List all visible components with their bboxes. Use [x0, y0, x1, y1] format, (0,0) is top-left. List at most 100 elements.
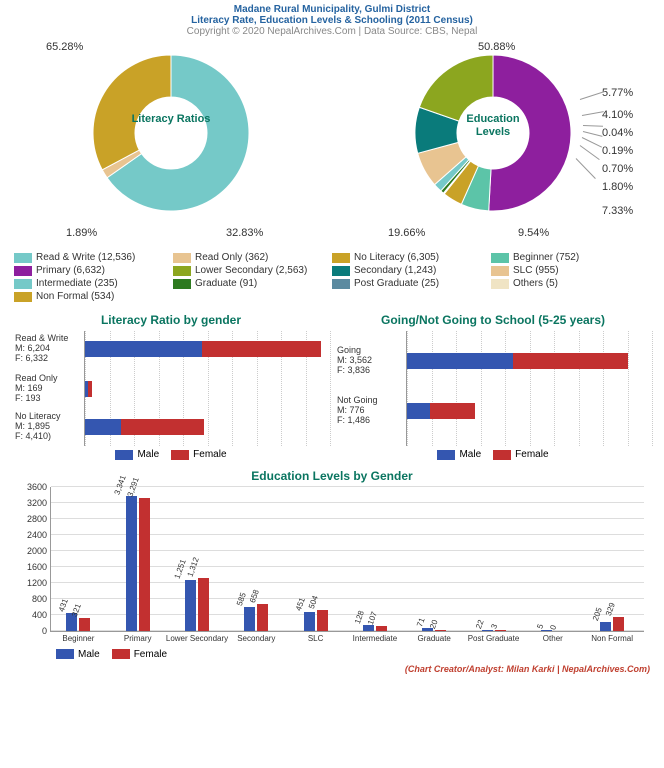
- pct-label: 1.89%: [66, 227, 97, 239]
- y-tick: 2400: [27, 530, 51, 540]
- legend-label: Male: [137, 449, 159, 460]
- vbar-xlabel: Other: [543, 631, 563, 643]
- vbar-group: 128107Intermediate: [363, 625, 387, 630]
- hbar1-title: Literacy Ratio by gender: [12, 313, 330, 327]
- vbar-value: 451: [294, 597, 307, 613]
- hbar-female-seg: [121, 419, 204, 435]
- legend-label: Male: [459, 449, 481, 460]
- donut1-center-label: Literacy Ratios: [126, 113, 216, 126]
- legend-swatch: [173, 266, 191, 276]
- vbar-female: 3,291: [139, 498, 150, 631]
- vbar-male: 585: [244, 607, 255, 631]
- legend-label: Read Only (362): [195, 252, 268, 263]
- hbar-female-seg: [513, 353, 628, 369]
- legend-label: Secondary (1,243): [354, 265, 436, 276]
- vbar-area: 0400800120016002000240028003200360043132…: [50, 487, 644, 632]
- y-tick: 0: [42, 626, 51, 636]
- legend-swatch: [173, 279, 191, 289]
- legend-label: Female: [134, 649, 167, 660]
- legend-swatch: [14, 266, 32, 276]
- mini-legend-item: Female: [493, 449, 548, 460]
- legend-swatch: [491, 266, 509, 276]
- vbar-value: 585: [235, 591, 248, 607]
- legend-label: Primary (6,632): [36, 265, 105, 276]
- legend-label: SLC (955): [513, 265, 559, 276]
- pct-label: 0.19%: [602, 145, 633, 157]
- pct-label: 50.88%: [478, 41, 515, 53]
- legend-swatch: [115, 450, 133, 460]
- vbar-xlabel: Post Graduate: [468, 631, 520, 643]
- legend-swatch: [493, 450, 511, 460]
- mini-legend-item: Male: [115, 449, 159, 460]
- legend-item: Lower Secondary (2,563): [173, 265, 322, 276]
- vbar-xlabel: Lower Secondary: [166, 631, 228, 643]
- legend-swatch: [332, 279, 350, 289]
- y-tick: 2800: [27, 514, 51, 524]
- legend-swatch: [171, 450, 189, 460]
- page-title: Madane Rural Municipality, Gulmi Distric…: [0, 0, 664, 15]
- vbar-male: 205: [600, 622, 611, 630]
- vbar-value: 321: [70, 602, 83, 618]
- hbar-label: Read & WriteM: 6,204F: 6,332: [15, 334, 85, 364]
- legend-item: No Literacy (6,305): [332, 252, 481, 263]
- legend-item: Read & Write (12,536): [14, 252, 163, 263]
- legend-item: Graduate (91): [173, 278, 322, 289]
- hbar1-area: Read & WriteM: 6,204F: 6,332Read OnlyM: …: [84, 331, 330, 446]
- vbar-value: 205: [590, 607, 603, 623]
- credit-text: (Chart Creator/Analyst: Milan Karki | Ne…: [0, 662, 664, 676]
- hbar-female-seg: [202, 341, 321, 357]
- pct-label: 4.10%: [602, 109, 633, 121]
- hbar-row: GoingM: 3,562F: 3,836: [407, 353, 652, 369]
- hbar-label: Not GoingM: 776F: 1,486: [337, 396, 407, 426]
- vbar-female: 1,312: [198, 578, 209, 631]
- vbar-group: 1,2511,312Lower Secondary: [185, 578, 209, 631]
- hbar-male-seg: [407, 403, 430, 419]
- vbar-value: 658: [248, 588, 261, 604]
- literacy-donut: Literacy Ratios 65.28% 1.89% 32.83%: [16, 43, 326, 248]
- y-tick: 400: [32, 610, 51, 620]
- mini-legend-item: Female: [171, 449, 226, 460]
- legend-item: Read Only (362): [173, 252, 322, 263]
- vbar-xlabel: Primary: [124, 631, 152, 643]
- pct-label: 65.28%: [46, 41, 83, 53]
- hbar-label: Read OnlyM: 169F: 193: [15, 374, 85, 404]
- literacy-gender-chart: Literacy Ratio by gender Read & WriteM: …: [12, 313, 330, 463]
- hbar1-legend: Male Female: [12, 449, 330, 463]
- mini-legend-item: Female: [112, 649, 167, 660]
- legend-item: Intermediate (235): [14, 278, 163, 289]
- legend-swatch: [437, 450, 455, 460]
- vbar-female: 329: [613, 617, 624, 630]
- vbar-male: 1,251: [185, 580, 196, 630]
- hbar-female-seg: [88, 381, 92, 397]
- vbar-xlabel: Secondary: [237, 631, 275, 643]
- legend-label: Male: [78, 649, 100, 660]
- legend-item: SLC (955): [491, 265, 640, 276]
- pct-label: 0.70%: [602, 163, 633, 175]
- hbar-row: Read & WriteM: 6,204F: 6,332: [85, 341, 330, 357]
- mid-row: Literacy Ratio by gender Read & WriteM: …: [0, 313, 664, 463]
- vbar-value: 71: [415, 616, 427, 627]
- y-tick: 1600: [27, 562, 51, 572]
- hbar-female-seg: [430, 403, 474, 419]
- vbar-xlabel: Beginner: [62, 631, 94, 643]
- vbar-xlabel: SLC: [308, 631, 324, 643]
- y-tick: 800: [32, 594, 51, 604]
- legend-label: Graduate (91): [195, 278, 257, 289]
- vbar-group: 431321Beginner: [66, 613, 90, 630]
- vbar-value: 329: [603, 602, 616, 618]
- legend-swatch: [14, 253, 32, 263]
- legend-swatch: [332, 266, 350, 276]
- legend-label: Post Graduate (25): [354, 278, 439, 289]
- copyright-text: Copyright © 2020 NepalArchives.Com | Dat…: [0, 26, 664, 37]
- vbar-group: 585658Secondary: [244, 604, 268, 631]
- legend-swatch: [491, 279, 509, 289]
- pct-label: 32.83%: [226, 227, 263, 239]
- legend-label: Lower Secondary (2,563): [195, 265, 307, 276]
- hbar-male-seg: [85, 419, 121, 435]
- schooling-chart: Going/Not Going to School (5-25 years) G…: [334, 313, 652, 463]
- hbar2-title: Going/Not Going to School (5-25 years): [334, 313, 652, 327]
- vbar-group: 3,3413,291Primary: [126, 496, 150, 631]
- hbar2-area: GoingM: 3,562F: 3,836Not GoingM: 776F: 1…: [406, 331, 652, 446]
- vbar-value: 128: [353, 610, 366, 626]
- legend-label: Female: [515, 449, 548, 460]
